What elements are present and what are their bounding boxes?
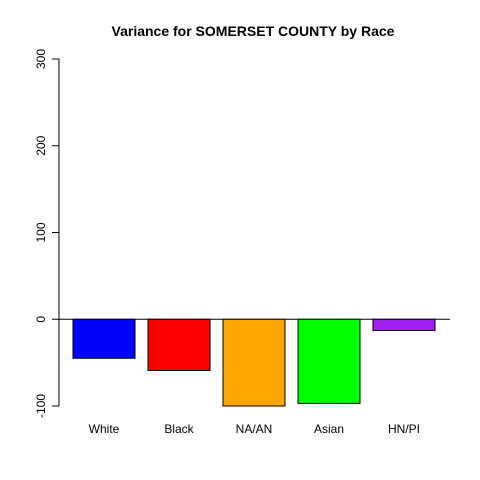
bar-hn-pi — [373, 319, 435, 330]
chart-title: Variance for SOMERSET COUNTY by Race — [112, 23, 395, 39]
bar-asian — [298, 319, 360, 403]
category-label: NA/AN — [236, 422, 273, 436]
y-tick-label: 100 — [34, 222, 48, 242]
category-label: Black — [164, 422, 194, 436]
y-tick-label: 0 — [34, 316, 48, 323]
bar-na-an — [223, 319, 285, 406]
y-tick-label: 200 — [34, 135, 48, 155]
category-label: White — [89, 422, 120, 436]
y-tick-label: 300 — [34, 49, 48, 69]
y-tick-label: -100 — [34, 394, 48, 418]
category-label: HN/PI — [388, 422, 420, 436]
bar-white — [73, 319, 135, 358]
category-label: Asian — [314, 422, 344, 436]
bar-black — [148, 319, 210, 370]
